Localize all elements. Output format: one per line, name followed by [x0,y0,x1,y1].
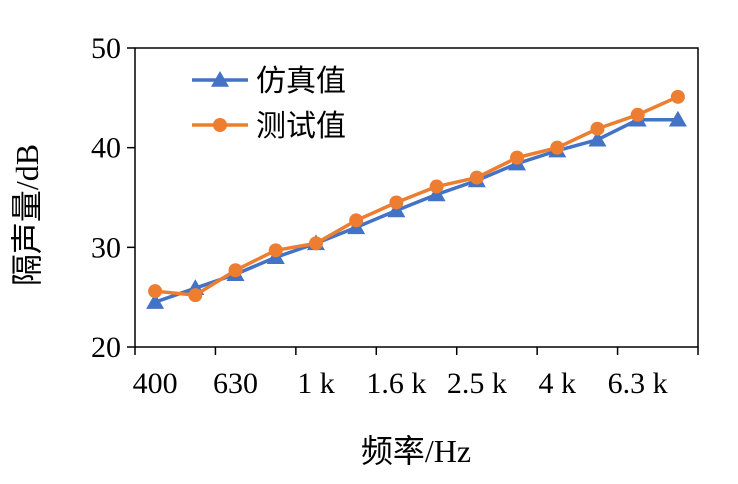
data-point [146,293,165,309]
series-layer [146,89,687,309]
data-point [148,284,163,299]
series-line [154,95,679,297]
x-tick-label: 2.5 k [447,367,507,400]
data-point [429,179,444,194]
data-point [228,263,243,278]
data-point [510,150,525,165]
y-tick-label: 30 [91,231,121,264]
data-point [188,288,203,303]
legend-marker [213,118,227,132]
data-point [588,130,607,147]
data-point [550,140,565,155]
data-point [349,213,364,228]
plot-frame [134,47,699,348]
data-point [389,195,404,210]
y-tick-label: 40 [91,132,121,165]
x-tick-label: 6.3 k [608,367,668,400]
legend-marker [211,71,229,87]
data-point [668,110,687,127]
x-axis-title: 频率/Hz [361,433,471,469]
y-tick-label: 50 [91,32,121,65]
x-tick-label: 4 k [539,367,577,400]
series-2 [148,89,685,303]
data-point [670,89,685,104]
legend-item-2: 测试值 [192,110,346,143]
data-point [308,236,323,251]
data-point [630,107,645,122]
legend-item-1: 仿真值 [192,65,346,98]
data-point [590,121,605,136]
y-axis-title: 隔声量/dB [9,144,45,286]
y-tick-label: 20 [91,331,121,364]
legend-label: 仿真值 [256,65,346,98]
x-tick-label: 1.6 k [366,367,426,400]
data-point [469,170,484,185]
axes: 20 30 40 50 400 630 1 k 1.6 k 2.5 k 4 k 6.3 k [91,32,699,400]
x-tick-label: 630 [213,367,258,400]
x-tick-label: 1 k [297,367,335,400]
data-point [268,243,283,258]
legend-label: 测试值 [256,110,346,143]
series-1 [146,110,687,309]
x-tick-label: 400 [133,367,178,400]
